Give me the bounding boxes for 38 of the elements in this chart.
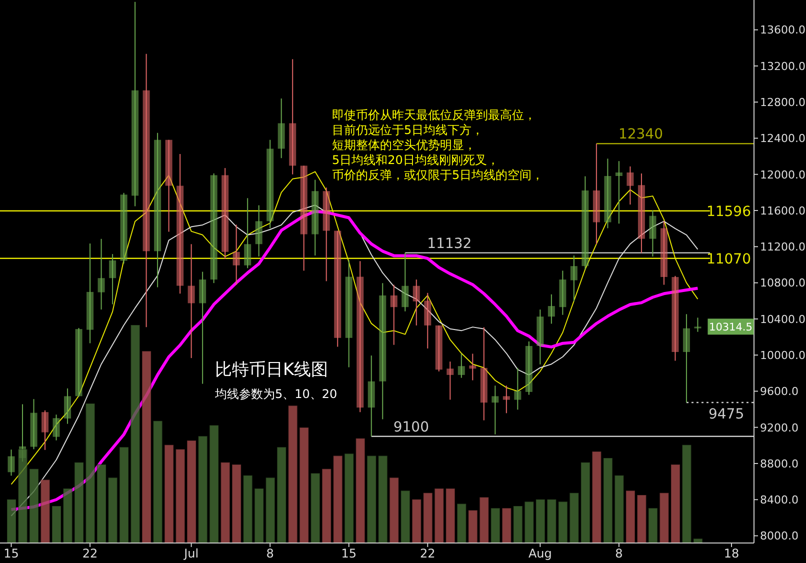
y-tick-label: 9200.0 (760, 421, 798, 434)
y-tick-label: 8400.0 (760, 494, 798, 507)
text: 均线参数为5、10、20 (215, 386, 338, 403)
x-tick-label: 15 (341, 546, 357, 561)
y-tick-label: 12000.0 (760, 168, 806, 182)
annotation: 5日均线和20日均线刚刚死叉， (332, 153, 500, 168)
y-tick-label: 10800.0 (760, 276, 806, 290)
x-tick-label: Aug (528, 546, 552, 561)
x-tick-label: 8 (266, 546, 274, 561)
ref-line-label: 11132 (427, 236, 472, 252)
y-tick-label: 8000.0 (760, 530, 798, 543)
y-tick-label: 13600.0 (760, 24, 806, 37)
y-tick-label: 9600.0 (760, 385, 798, 398)
x-tick-label: 22 (420, 546, 436, 561)
x-tick-label: 22 (82, 546, 98, 561)
annotation: 短期整体的空头优势明显， (332, 138, 477, 153)
x-tick-label: Jul (183, 546, 199, 561)
x-tick-label: 8 (615, 546, 623, 561)
annotation: 即使币价从昨天最低位反弹到最高位， (332, 108, 537, 123)
ref-line-label: 11596 (706, 204, 752, 220)
annotation: 目前仍远位于5日均线下方， (332, 123, 485, 138)
y-tick-label: 11600.0 (760, 204, 806, 218)
y-tick-label: 13200.0 (760, 60, 806, 73)
y-tick-label: 11200.0 (760, 240, 806, 254)
x-tick-label: 18 (724, 546, 740, 561)
text: 比特币日K线图 (215, 359, 328, 381)
y-tick-label: 12400.0 (760, 132, 806, 146)
y-tick-label: 8800.0 (760, 457, 798, 470)
ref-line-label: 9100 (393, 419, 430, 436)
ref-line-label: 12340 (618, 126, 663, 143)
y-tick-label: 10400.0 (760, 312, 806, 326)
ref-line-label: 11070 (706, 251, 751, 268)
y-tick-label: 12800.0 (760, 96, 806, 109)
x-tick-label: 15 (4, 546, 19, 561)
y-tick-label: 10000.0 (760, 348, 806, 362)
ref-line-label: 9475 (708, 406, 744, 423)
annotation: 币价的反弹，或仅限于5日均线的空间， (332, 168, 544, 183)
annotation: 10314.5 (709, 322, 752, 334)
